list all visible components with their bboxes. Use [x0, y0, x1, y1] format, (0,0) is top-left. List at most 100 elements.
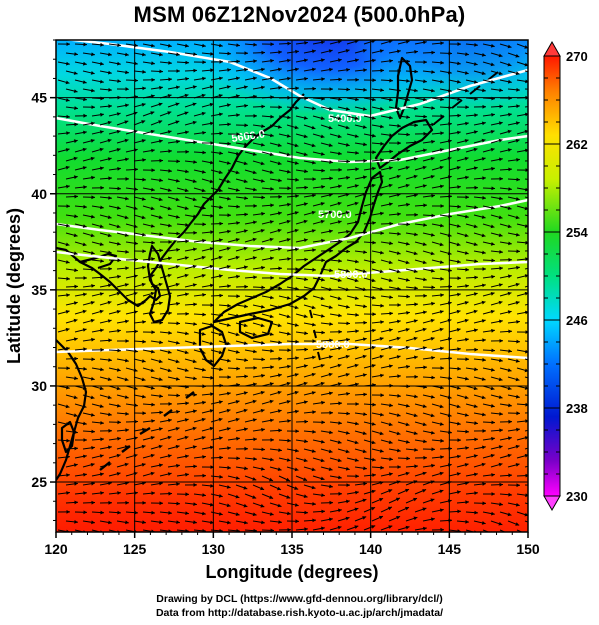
wind-vector-head [464, 251, 469, 255]
wind-vector-head [372, 97, 376, 102]
wind-vector-head [286, 458, 291, 462]
wind-vector-head [159, 394, 163, 398]
wind-vector-head [413, 269, 418, 273]
wind-vector-head [465, 88, 469, 93]
wind-vector-head [303, 296, 308, 301]
wind-vector-head [176, 321, 180, 326]
wind-vector-head [371, 260, 376, 264]
wind-vector-head [321, 330, 325, 335]
wind-vector-head [73, 175, 78, 180]
wind-vector-head [227, 284, 231, 288]
wind-vector-head [99, 404, 104, 408]
wind-vector-head [158, 463, 163, 468]
wind-vector-head [151, 148, 155, 153]
wind-vector-head [117, 491, 121, 495]
wind-vector-head [422, 346, 427, 350]
wind-vector-head [74, 446, 78, 451]
wind-vector-head [423, 203, 427, 208]
wind-vector [524, 70, 528, 73]
wind-vector-head [107, 138, 112, 143]
wind-vector-head [380, 465, 384, 470]
wind-vector-head [320, 134, 325, 139]
wind-vector-head [440, 527, 444, 532]
wind-vector [524, 250, 528, 252]
wind-vector-head [83, 421, 87, 426]
wind-vector-head [159, 320, 163, 325]
wind-vector-head [167, 368, 172, 373]
wind-vector-head [227, 391, 231, 396]
wind-vector-head [270, 42, 274, 47]
wind-vector-head [465, 175, 469, 180]
wind-vector-head [346, 175, 350, 180]
wind-vector-head [304, 77, 308, 81]
wind-vector-head [125, 157, 129, 162]
wind-vector-head [142, 158, 146, 162]
wind-vector-head [413, 431, 418, 435]
wind-vector-head [457, 509, 461, 514]
wind-vector-head [363, 87, 367, 92]
wind-vector-head [372, 473, 376, 477]
wind-vector-head [406, 79, 410, 83]
wind-vector-head [107, 157, 112, 161]
wind-vector-head [185, 77, 189, 81]
colorbar-label: 238 [566, 401, 588, 416]
wind-vector-head [184, 111, 189, 116]
wind-vector-head [457, 61, 461, 66]
wind-vector-head [210, 303, 214, 307]
wind-vector-head [465, 284, 469, 288]
wind-vector-head [379, 354, 384, 359]
wind-vector-head [286, 219, 291, 224]
wind-vector-head [99, 61, 104, 66]
wind-vector-head [474, 347, 478, 352]
y-axis-label: Latitude (degrees) [4, 208, 24, 364]
wind-vector-head [150, 224, 155, 228]
wind-vector-head [100, 437, 104, 442]
wind-vector-head [430, 233, 435, 237]
wind-vector-head [219, 474, 223, 479]
wind-vector-head [414, 286, 418, 290]
wind-vector-head [508, 112, 512, 117]
wind-vector-head [440, 79, 444, 84]
wind-vector-head [362, 373, 367, 377]
wind-vector-head [372, 240, 376, 245]
wind-vector-head [65, 422, 70, 426]
wind-vector-head [235, 476, 240, 480]
wind-vector-head [482, 267, 486, 271]
wind-vector-head [329, 67, 333, 72]
wind-vector-head [74, 481, 78, 486]
wind-vector-head [91, 357, 95, 362]
wind-vector-head [371, 345, 376, 350]
wind-vector-head [287, 348, 291, 353]
wind-vector-head [185, 511, 189, 515]
wind-vector-head [413, 157, 418, 161]
wind-vector-head [176, 393, 180, 398]
wind-vector-head [464, 71, 469, 75]
wind-vector-head [312, 160, 316, 165]
wind-vector-head [481, 462, 486, 467]
wind-vector-head [90, 413, 95, 417]
wind-vector-head [159, 410, 163, 415]
wind-vector-head [354, 134, 359, 138]
wind-vector-head [193, 322, 197, 326]
wind-vector-head [278, 448, 282, 452]
wind-vector-head [99, 472, 104, 477]
wind-vector-head [396, 251, 401, 255]
wind-vector-head [83, 259, 87, 264]
wind-vector-head [202, 43, 206, 48]
wind-vector-head [311, 467, 316, 472]
wind-vector-head [235, 400, 240, 404]
x-tick-label: 150 [516, 541, 540, 557]
wind-vector-head [151, 510, 155, 515]
wind-vector-head [337, 58, 342, 63]
wind-vector-head [116, 206, 121, 210]
wind-vector [482, 529, 490, 532]
wind-vector-head [355, 402, 359, 406]
wind-vector-head [491, 436, 495, 441]
wind-vector-head [66, 276, 70, 281]
wind-vector-head [168, 385, 172, 390]
wind-vector-head [490, 147, 495, 152]
wind-vector-head [388, 40, 393, 44]
wind-vector-head [498, 377, 503, 382]
wind-vector-head [457, 438, 461, 442]
wind-vector-head [185, 239, 189, 244]
